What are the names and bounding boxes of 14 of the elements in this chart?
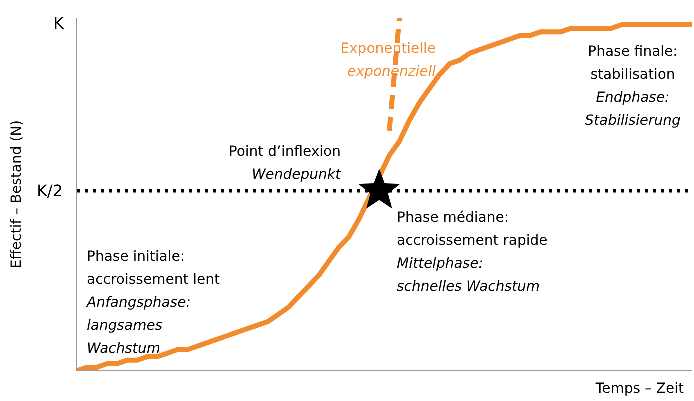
ref-line-label: K/2 <box>36 182 63 201</box>
annotation: Endphase: Stabilisierung <box>584 89 682 131</box>
annotation: Phase initiale: accroissement lent <box>87 248 220 290</box>
annotation: Wendepunkt <box>252 166 341 185</box>
annotation: Phase finale: stabilisation <box>587 43 679 85</box>
x-axis-title: Temps – Zeit <box>594 381 685 397</box>
y-axis-title: Effectif – Bestand (N) <box>8 120 25 269</box>
annotation: exponenziell <box>348 63 436 82</box>
annotation: Point d’inflexion <box>228 143 341 162</box>
annotation: Exponentielle <box>340 40 436 59</box>
text: K <box>54 13 64 35</box>
annotation: Anfangsphase: langsames Wachstum <box>87 294 191 359</box>
annotation: Mittelphase: schnelles Wachstum <box>397 255 540 297</box>
annotation: Phase médiane: accroissement rapide <box>397 209 548 251</box>
